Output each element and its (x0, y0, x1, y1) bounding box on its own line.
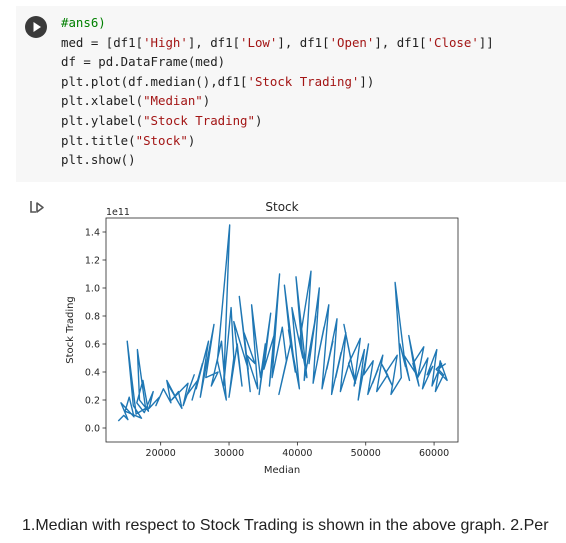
code-comment: #ans6) (61, 15, 106, 30)
y-tick-label: 0.8 (85, 311, 100, 322)
code-line-3: df = pd.DataFrame(med) (61, 54, 226, 70)
chart-title: Stock (265, 200, 298, 214)
y-offset-label: 1e11 (106, 207, 130, 218)
code-cell[interactable] (16, 6, 566, 182)
x-tick-label: 60000 (419, 448, 449, 459)
series-line (117, 224, 448, 422)
code-line-2: med = [df1['High'], df1['Low'], df1['Ope… (61, 34, 494, 50)
x-axis-label: Median (264, 465, 300, 476)
play-icon (33, 22, 41, 32)
x-tick-label: 30000 (214, 448, 244, 459)
x-tick-label: 20000 (146, 448, 176, 459)
x-tick-label: 40000 (282, 448, 312, 459)
y-tick-label: 1.4 (85, 227, 100, 238)
y-tick-label: 0.4 (85, 367, 100, 378)
code-line-6: plt.ylabel("Stock Trading") (61, 112, 263, 128)
y-tick-label: 0.2 (85, 395, 100, 406)
output-redirect-icon[interactable] (27, 197, 47, 217)
y-tick-label: 1.0 (85, 283, 100, 294)
code-line-7: plt.title("Stock") (61, 132, 196, 148)
y-tick-label: 0.0 (85, 423, 100, 434)
y-tick-label: 0.6 (85, 339, 100, 350)
explanation-text: 1.Median with respect to Stock Trading i… (22, 517, 549, 534)
code-editor[interactable]: #ans6) med = [df1['High'], df1['Low'], d… (61, 13, 494, 170)
code-line-4: plt.plot(df.median(),df1['Stock Trading'… (61, 73, 375, 89)
x-tick-label: 50000 (351, 448, 381, 459)
y-axis-label: Stock Trading (65, 296, 76, 364)
y-tick-label: 1.2 (85, 255, 100, 266)
code-line-8: plt.show() (61, 152, 136, 168)
stock-chart: 20000 30000 40000 50000 60000 0.0 0.2 0.4 0.6 0.… (65, 200, 459, 476)
run-cell-button[interactable] (25, 16, 47, 38)
code-line-5: plt.xlabel("Median") (61, 93, 211, 109)
